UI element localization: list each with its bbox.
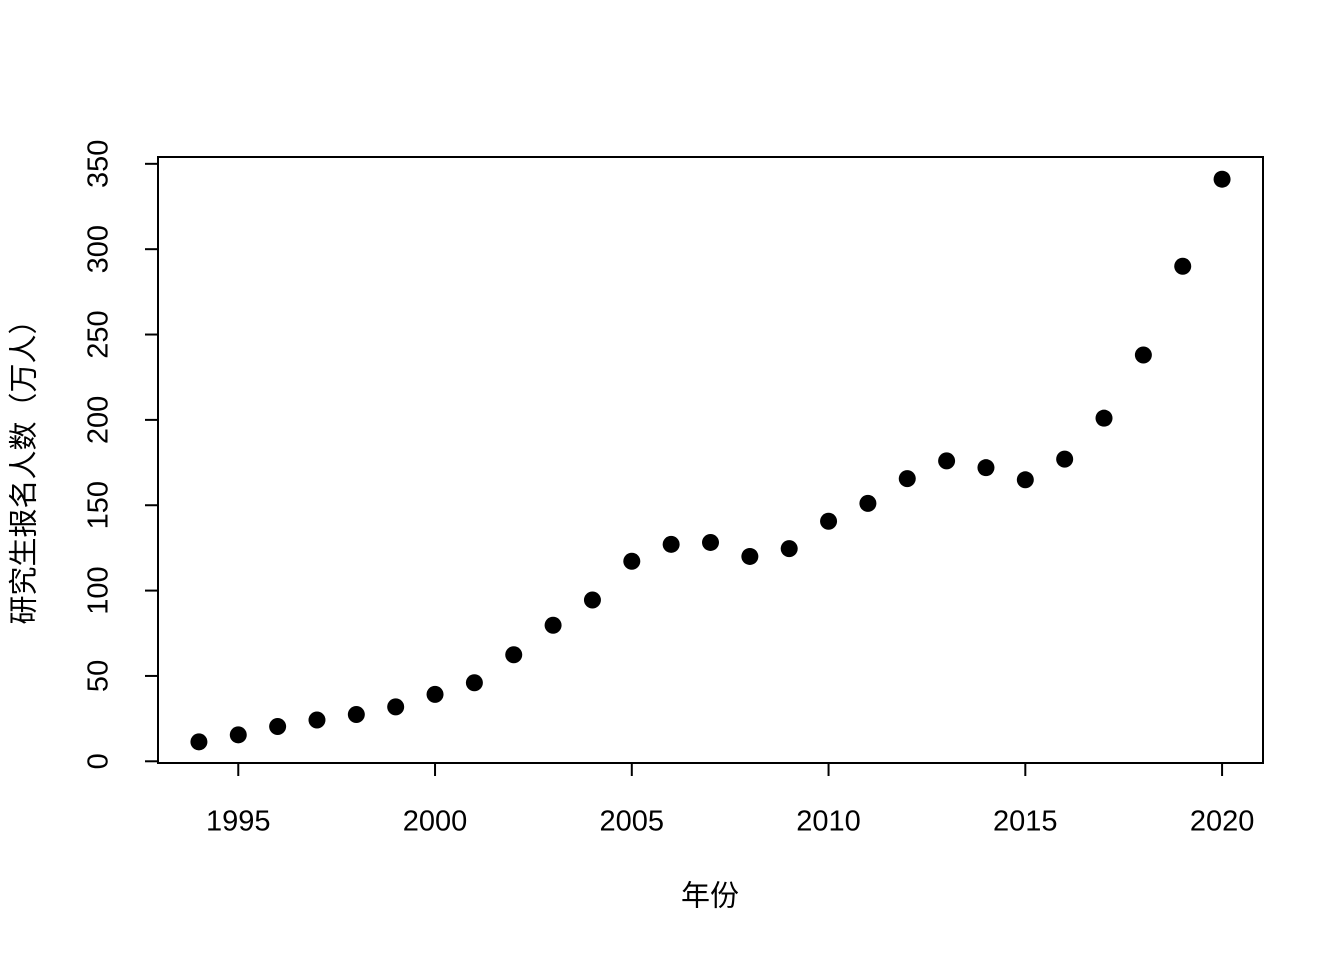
point	[623, 552, 641, 570]
point	[387, 698, 405, 716]
point	[544, 616, 562, 634]
point	[938, 452, 956, 470]
point	[229, 726, 247, 744]
y-tick-label: 50	[83, 660, 115, 692]
point	[465, 674, 483, 692]
y-tick-label: 150	[83, 481, 115, 529]
point	[977, 459, 995, 477]
point	[1056, 450, 1074, 468]
point	[741, 547, 759, 565]
x-axis-label: 年份	[681, 880, 739, 913]
x-tick-label: 2010	[796, 806, 861, 838]
point	[702, 533, 719, 551]
point	[859, 494, 877, 512]
point	[1134, 346, 1152, 364]
point	[1016, 471, 1034, 489]
point	[583, 591, 601, 609]
point	[662, 535, 680, 553]
point	[308, 711, 326, 729]
x-tick-label: 2000	[403, 806, 468, 838]
point	[1095, 409, 1113, 427]
y-tick-label: 100	[83, 566, 115, 614]
x-tick-label: 1995	[206, 806, 271, 838]
y-tick-label: 350	[83, 140, 115, 188]
x-tick-label: 2020	[1190, 806, 1255, 838]
y-tick-label: 200	[83, 396, 115, 444]
point	[347, 706, 365, 724]
point	[1174, 257, 1192, 275]
point	[898, 470, 916, 488]
y-tick-label: 250	[83, 310, 115, 358]
point	[426, 685, 444, 703]
point	[1213, 170, 1231, 188]
point	[820, 512, 838, 530]
y-tick-label: 0	[83, 753, 115, 769]
y-axis-label: 研究生报名人数（万人）	[8, 305, 41, 624]
plot-box	[157, 156, 1264, 764]
y-tick-label: 300	[83, 225, 115, 273]
point	[505, 646, 523, 664]
point	[269, 717, 287, 735]
x-tick-label: 2005	[600, 806, 665, 838]
point	[190, 733, 208, 751]
point	[780, 540, 798, 558]
x-tick-label: 2015	[993, 806, 1058, 838]
